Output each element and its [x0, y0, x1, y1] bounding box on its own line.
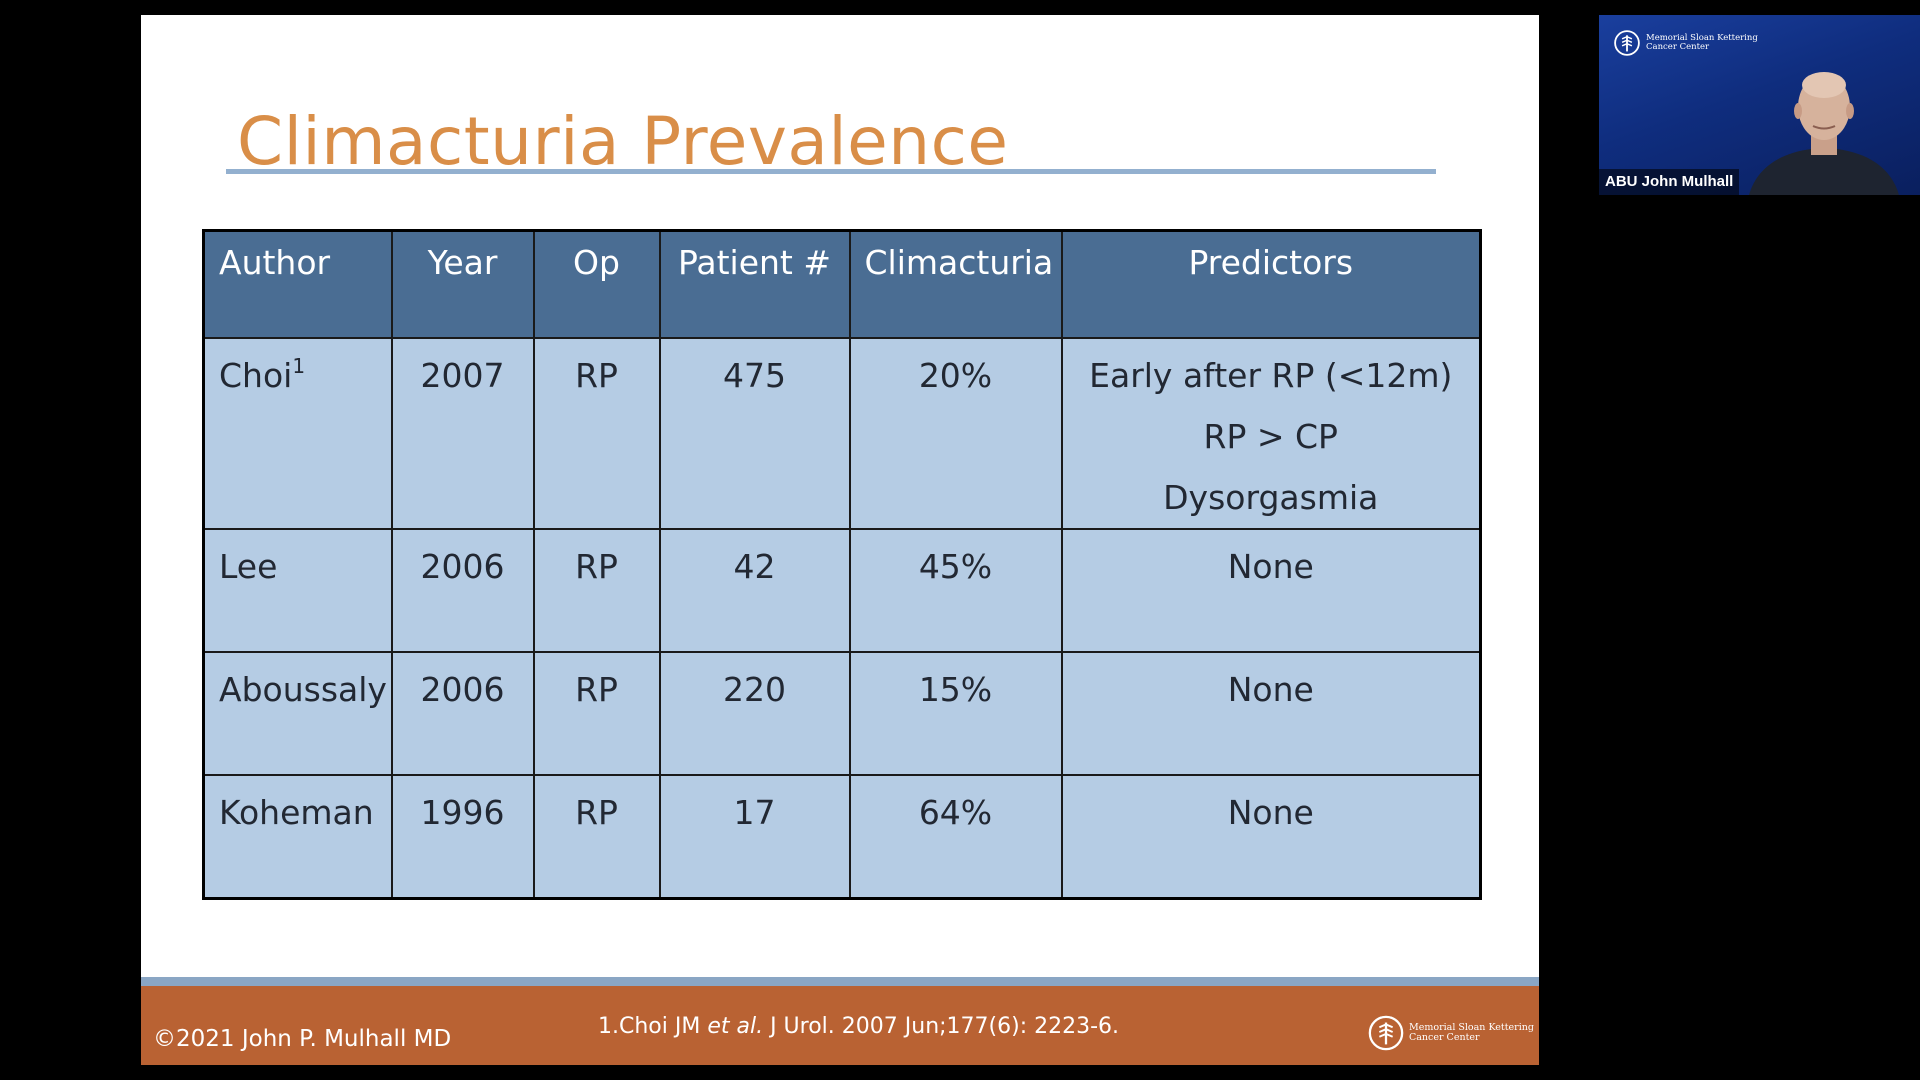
prevalence-table: Author Year Op Patient # Climacturia Pre…	[202, 229, 1482, 900]
cell-patients: 17	[658, 774, 851, 900]
cell-predictors: None	[1060, 774, 1482, 900]
footer-reference: 1.Choi JM et al. J Urol. 2007 Jun;177(6)…	[598, 1014, 1119, 1039]
webcam-background-logo: Memorial Sloan Kettering Cancer Center	[1613, 29, 1758, 57]
table-row: Choi1 2007 RP 475 20% Early after RP (<1…	[202, 337, 1482, 530]
cell-predictors: None	[1060, 528, 1482, 653]
cell-year: 2007	[390, 337, 535, 530]
cell-year: 1996	[390, 774, 535, 900]
webcam-logo-text: Memorial Sloan Kettering Cancer Center	[1646, 34, 1758, 52]
predictor-item: Dysorgasmia	[1163, 478, 1379, 517]
cell-op: RP	[532, 528, 661, 653]
footer-mskcc-logo: Memorial Sloan Kettering Cancer Center	[1367, 1010, 1534, 1056]
cell-predictors: Early after RP (<12m) RP > CP Dysorgasmi…	[1060, 337, 1482, 530]
header-climacturia: Climacturia	[848, 229, 1063, 339]
cell-climacturia: 45%	[848, 528, 1063, 653]
reference-citation: J Urol. 2007 Jun;177(6): 2223-6.	[763, 1014, 1120, 1039]
cell-climacturia: 15%	[848, 651, 1063, 776]
cell-author: Choi1	[202, 337, 393, 530]
mskcc-logo-icon	[1368, 1015, 1404, 1051]
cell-op: RP	[532, 651, 661, 776]
mskcc-logo-icon	[1614, 30, 1640, 56]
predictor-item: None	[1227, 670, 1314, 709]
cell-climacturia: 20%	[848, 337, 1063, 530]
footer-accent-stripe	[141, 977, 1539, 986]
presentation-slide: Climacturia Prevalence Author Year Op Pa…	[141, 15, 1539, 1065]
cell-year: 2006	[390, 528, 535, 653]
logo-line-1: Memorial Sloan Kettering	[1646, 33, 1758, 43]
footer-copyright: ©2021 John P. Mulhall MD	[153, 1026, 452, 1052]
predictor-item: None	[1227, 793, 1314, 832]
table-header-row: Author Year Op Patient # Climacturia Pre…	[202, 229, 1482, 339]
header-year: Year	[390, 229, 535, 339]
author-name: Choi	[219, 356, 293, 395]
predictor-item: None	[1227, 547, 1314, 586]
cell-patients: 475	[658, 337, 851, 530]
cell-author: Aboussaly	[202, 651, 393, 776]
logo-line-1: Memorial Sloan Kettering	[1409, 1022, 1534, 1033]
header-author: Author	[202, 229, 393, 339]
cell-author: Koheman	[202, 774, 393, 900]
header-op: Op	[532, 229, 661, 339]
logo-line-2: Cancer Center	[1646, 42, 1710, 52]
cell-patients: 42	[658, 528, 851, 653]
cell-year: 2006	[390, 651, 535, 776]
cell-op: RP	[532, 337, 661, 530]
author-footnote-marker: 1	[292, 354, 306, 378]
cell-climacturia: 64%	[848, 774, 1063, 900]
table-row: Lee 2006 RP 42 45% None	[202, 528, 1482, 653]
title-underline	[226, 169, 1436, 174]
participant-name-label: ABU John Mulhall	[1599, 169, 1740, 195]
table-row: Koheman 1996 RP 17 64% None	[202, 774, 1482, 900]
reference-etal: et al.	[707, 1014, 764, 1039]
header-predictors: Predictors	[1060, 229, 1482, 339]
cell-author: Lee	[202, 528, 393, 653]
footer-logo-text: Memorial Sloan Kettering Cancer Center	[1409, 1023, 1534, 1043]
slide-title: Climacturia Prevalence	[237, 103, 1009, 180]
participant-video-tile[interactable]: Memorial Sloan Kettering Cancer Center A…	[1599, 15, 1920, 195]
reference-authors: 1.Choi JM	[598, 1014, 708, 1039]
predictor-item: RP > CP	[1203, 417, 1338, 456]
cell-op: RP	[532, 774, 661, 900]
predictor-item: Early after RP (<12m)	[1089, 356, 1453, 395]
cell-predictors: None	[1060, 651, 1482, 776]
cell-patients: 220	[658, 651, 851, 776]
table-row: Aboussaly 2006 RP 220 15% None	[202, 651, 1482, 776]
header-patients: Patient #	[658, 229, 851, 339]
presenter-video-feed	[1749, 72, 1899, 195]
footer-band	[141, 986, 1539, 1065]
logo-line-2: Cancer Center	[1409, 1032, 1480, 1043]
